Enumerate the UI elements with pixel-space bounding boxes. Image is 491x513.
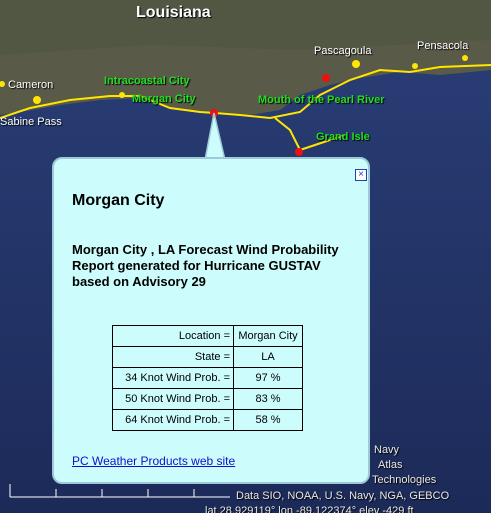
close-button[interactable]: × — [355, 169, 367, 181]
table-row: State = LA — [112, 346, 303, 368]
table-row: 34 Knot Wind Prob. = 97 % — [112, 367, 303, 389]
map-label: Pascagoula — [314, 45, 372, 57]
table-row: 64 Knot Wind Prob. = 58 % — [112, 409, 303, 431]
map-label: Sabine Pass — [0, 116, 62, 128]
attribution: Technologies — [372, 474, 437, 486]
balloon-title: Morgan City — [72, 192, 165, 209]
row-label: 50 Knot Wind Prob. = — [112, 388, 234, 410]
map-label: Cameron — [8, 79, 54, 91]
map-label: Mouth of the Pearl River — [258, 94, 385, 106]
status-bar: lat 28.929119° lon -89.122374° elev -429… — [205, 505, 414, 513]
table-row: 50 Knot Wind Prob. = 83 % — [112, 388, 303, 410]
attribution: Atlas — [378, 459, 403, 471]
balloon-description: Morgan City , LA Forecast Wind Probabili… — [72, 242, 339, 289]
probability-table: Location = Morgan City State = LA 34 Knot Wi… — [112, 325, 303, 431]
row-value: 58 % — [233, 409, 303, 431]
row-value: 83 % — [233, 388, 303, 410]
row-value: LA — [233, 346, 303, 368]
row-label: State = — [112, 346, 234, 368]
table-row: Location = Morgan City — [112, 325, 303, 347]
map-label: Intracoastal City — [104, 75, 190, 87]
web-link[interactable]: PC Weather Products web site — [72, 454, 236, 468]
map-label: Morgan City — [132, 93, 196, 105]
row-value: 97 % — [233, 367, 303, 389]
map-label: Grand Isle — [316, 131, 370, 143]
attribution: Navy — [374, 444, 400, 456]
row-label: Location = — [112, 325, 234, 347]
attribution: Data SIO, NOAA, U.S. Navy, NGA, GEBCO — [236, 490, 450, 502]
row-value: Morgan City — [233, 325, 303, 347]
row-label: 34 Knot Wind Prob. = — [112, 367, 234, 389]
map-label: Louisiana — [136, 4, 211, 21]
row-label: 64 Knot Wind Prob. = — [112, 409, 234, 431]
info-balloon: × Morgan City Morgan City , LA Forecast … — [52, 157, 370, 484]
map-label: Pensacola — [417, 40, 469, 52]
